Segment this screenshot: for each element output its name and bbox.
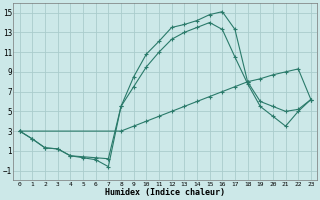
X-axis label: Humidex (Indice chaleur): Humidex (Indice chaleur) xyxy=(105,188,225,197)
